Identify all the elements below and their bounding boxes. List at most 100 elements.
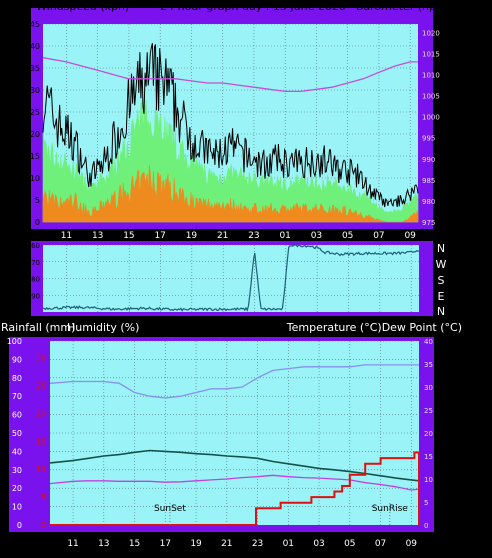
climate-x-tick: 05 <box>344 539 355 549</box>
climate-x-ticks: 11 13 15 17 19 21 23 01 03 05 07 09 <box>67 539 417 549</box>
wind-x-tick: 17 <box>154 231 165 241</box>
climate-x-tick: 19 <box>190 539 202 549</box>
wind-y-tick: 15 <box>30 152 40 161</box>
barometer-y-tick: 975 <box>422 219 435 227</box>
rainfall-y-tick: 20 <box>36 409 46 418</box>
wind-y-tick: 30 <box>30 86 40 95</box>
wind-y-tick: 0 <box>35 218 40 227</box>
humidity-y-tick: 30 <box>12 466 22 475</box>
direction-series <box>42 244 420 313</box>
rainfall-y-tick: 25 <box>36 382 46 391</box>
rainfall-y-tick: 10 <box>36 465 46 474</box>
humidity-axis-title: Humidity (%) <box>67 321 139 334</box>
climate-x-tick: 21 <box>221 539 232 549</box>
rainfall-axis-title: Rainfall (mm) <box>1 321 75 334</box>
direction-plot-area <box>43 245 419 312</box>
rainfall-y-ticks: 0 5 10 15 20 25 30 <box>36 354 46 530</box>
temperature-y-ticks: 0 5 10 15 20 25 30 35 40 <box>424 338 433 530</box>
humidity-y-ticks: 0 10 20 30 40 50 60 70 80 90 100 <box>7 337 22 530</box>
wind-series <box>42 43 419 223</box>
rainfall-line <box>50 451 420 526</box>
wind-x-tick: 09 <box>404 231 416 241</box>
climate-x-tick: 09 <box>406 539 418 549</box>
humidity-y-tick: 100 <box>7 337 22 346</box>
compass-label-e: E <box>438 290 445 303</box>
barometer-y-tick: 1020 <box>422 29 440 37</box>
barometer-y-tick: 990 <box>422 156 435 164</box>
wind-x-tick: 21 <box>217 231 228 241</box>
graph-title: 24 hour graph day : 13 June 2020 <box>160 0 346 13</box>
humidity-y-tick: 10 <box>12 503 22 512</box>
climate-x-tick: 15 <box>129 539 140 549</box>
wind-y-tick: 40 <box>30 42 40 51</box>
temperature-y-tick: 10 <box>424 476 433 484</box>
barometer-y-tick: 995 <box>422 135 435 143</box>
temperature-y-tick: 5 <box>424 499 428 507</box>
temperature-y-tick: 25 <box>424 407 433 415</box>
rainfall-y-tick: 0 <box>41 521 46 530</box>
barometer-y-tick: 985 <box>422 177 435 185</box>
wind-x-tick: 11 <box>61 231 72 241</box>
barometer-y-tick: 1005 <box>422 93 440 101</box>
dewpoint-line <box>49 474 420 491</box>
humidity-y-tick: 80 <box>12 374 22 383</box>
rainfall-y-tick: 30 <box>36 354 46 363</box>
humidity-line <box>49 364 419 399</box>
compass-label-n-bottom: N <box>437 305 445 318</box>
rainfall-y-tick: 5 <box>41 493 46 502</box>
climate-x-tick: 03 <box>313 539 324 549</box>
wind-y-tick: 20 <box>30 130 40 139</box>
temperature-dewpoint-axis-title: Temperature (°C)Dew Point (°C) <box>286 321 462 334</box>
climate-series <box>49 364 420 526</box>
compass-label-n-top: N <box>437 242 445 255</box>
temperature-y-tick: 40 <box>424 338 433 346</box>
wind-y-tick: 35 <box>30 64 40 73</box>
direction-y-tick: 270 <box>27 259 40 267</box>
wind-x-tick: 07 <box>373 231 384 241</box>
wind-x-tick: 03 <box>311 231 322 241</box>
wind-x-ticks: 11 13 15 17 19 21 23 01 03 05 07 09 <box>61 231 416 241</box>
direction-y-tick: 90 <box>31 292 40 300</box>
climate-plot-area <box>50 341 419 525</box>
wind-x-tick: 23 <box>248 231 259 241</box>
direction-y-tick: 180 <box>27 276 40 284</box>
wind-lull-area <box>42 164 419 223</box>
wind-x-tick: 19 <box>186 231 198 241</box>
barometer-y-ticks: 975 980 985 990 995 1000 1005 1010 1015 1020 <box>422 29 440 227</box>
humidity-y-tick: 20 <box>12 484 22 493</box>
barometer-y-tick: 1000 <box>422 114 440 122</box>
humidity-y-tick: 60 <box>12 411 22 420</box>
direction-y-ticks: 90 180 270 360 <box>27 242 40 300</box>
wind-x-tick: 13 <box>92 231 103 241</box>
temperature-y-tick: 0 <box>424 522 428 530</box>
temperature-y-tick: 15 <box>424 453 433 461</box>
wind-x-tick: 05 <box>342 231 353 241</box>
climate-x-tick: 13 <box>98 539 109 549</box>
temperature-y-tick: 35 <box>424 361 433 369</box>
barometer-y-tick: 1015 <box>422 50 440 58</box>
climate-x-tick: 17 <box>160 539 171 549</box>
direction-y-tick: 360 <box>27 242 40 250</box>
wind-x-tick: 15 <box>123 231 134 241</box>
temperature-y-tick: 20 <box>424 430 433 438</box>
barometer-line <box>42 57 418 93</box>
climate-x-tick: 11 <box>67 539 78 549</box>
wind-x-tick: 01 <box>279 231 290 241</box>
wind-y-tick: 45 <box>30 20 40 29</box>
wind-y-tick: 5 <box>35 196 40 205</box>
sunrise-label: SunRise <box>372 504 409 514</box>
wind-y-ticks: 0 5 10 15 20 25 30 35 40 45 <box>30 20 40 227</box>
wind-y-tick: 25 <box>30 108 40 117</box>
humidity-y-tick: 50 <box>12 429 22 438</box>
direction-line <box>42 244 420 313</box>
compass-label-w: W <box>436 258 447 271</box>
wind-y-tick: 10 <box>30 174 40 183</box>
sunset-label: SunSet <box>154 504 186 514</box>
temperature-y-tick: 30 <box>424 384 433 392</box>
climate-grid <box>50 340 419 525</box>
humidity-y-tick: 90 <box>12 355 22 364</box>
compass-labels: N W S E N <box>436 242 447 318</box>
barometer-axis-title: Barometer (hpa) <box>356 0 447 13</box>
climate-x-tick: 23 <box>252 539 263 549</box>
